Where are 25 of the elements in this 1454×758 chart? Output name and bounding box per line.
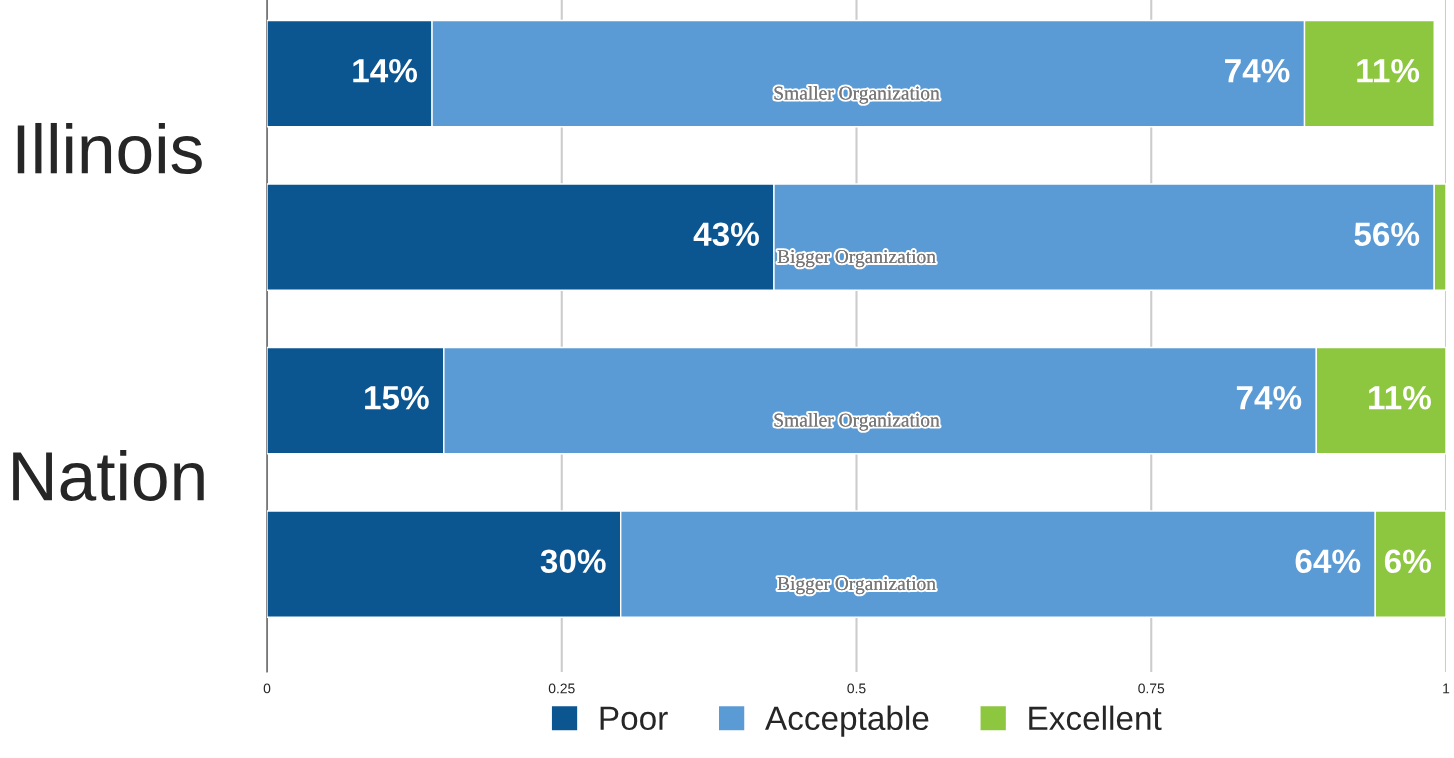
data-label: 64% xyxy=(1295,549,1361,574)
data-label: 11% xyxy=(1357,59,1420,83)
data-label: 30% xyxy=(540,549,606,574)
y-tick-label: Bigger Organization xyxy=(777,577,936,595)
legend-label: Poor xyxy=(600,706,668,731)
data-label: 43% xyxy=(693,222,759,247)
x-tick-label: 0.5 xyxy=(847,683,866,694)
text: Illinois xyxy=(17,122,202,174)
x-tick-label: 0.25 xyxy=(548,683,575,694)
text: Nation xyxy=(13,449,204,501)
y-tick-label: Smaller Organization xyxy=(774,85,940,104)
x-tick-label: 0.75 xyxy=(1138,683,1165,694)
y-tick-label: Smaller Organization xyxy=(774,413,940,431)
x-tick-label: 0 xyxy=(263,683,271,694)
data-label: 14% xyxy=(353,59,418,83)
legend-label: Acceptable xyxy=(765,705,929,737)
data-label: 6% xyxy=(1384,549,1431,574)
data-label: 11% xyxy=(1369,386,1431,410)
data-label: 74% xyxy=(1225,59,1290,83)
y-tick-label: Bigger Organization xyxy=(777,250,936,268)
data-label: 56% xyxy=(1354,222,1420,247)
x-tick-label: 1 xyxy=(1443,683,1450,694)
data-label: 74% xyxy=(1236,386,1302,410)
data-label: 15% xyxy=(365,386,429,410)
legend-label: Excellent xyxy=(1029,705,1162,731)
